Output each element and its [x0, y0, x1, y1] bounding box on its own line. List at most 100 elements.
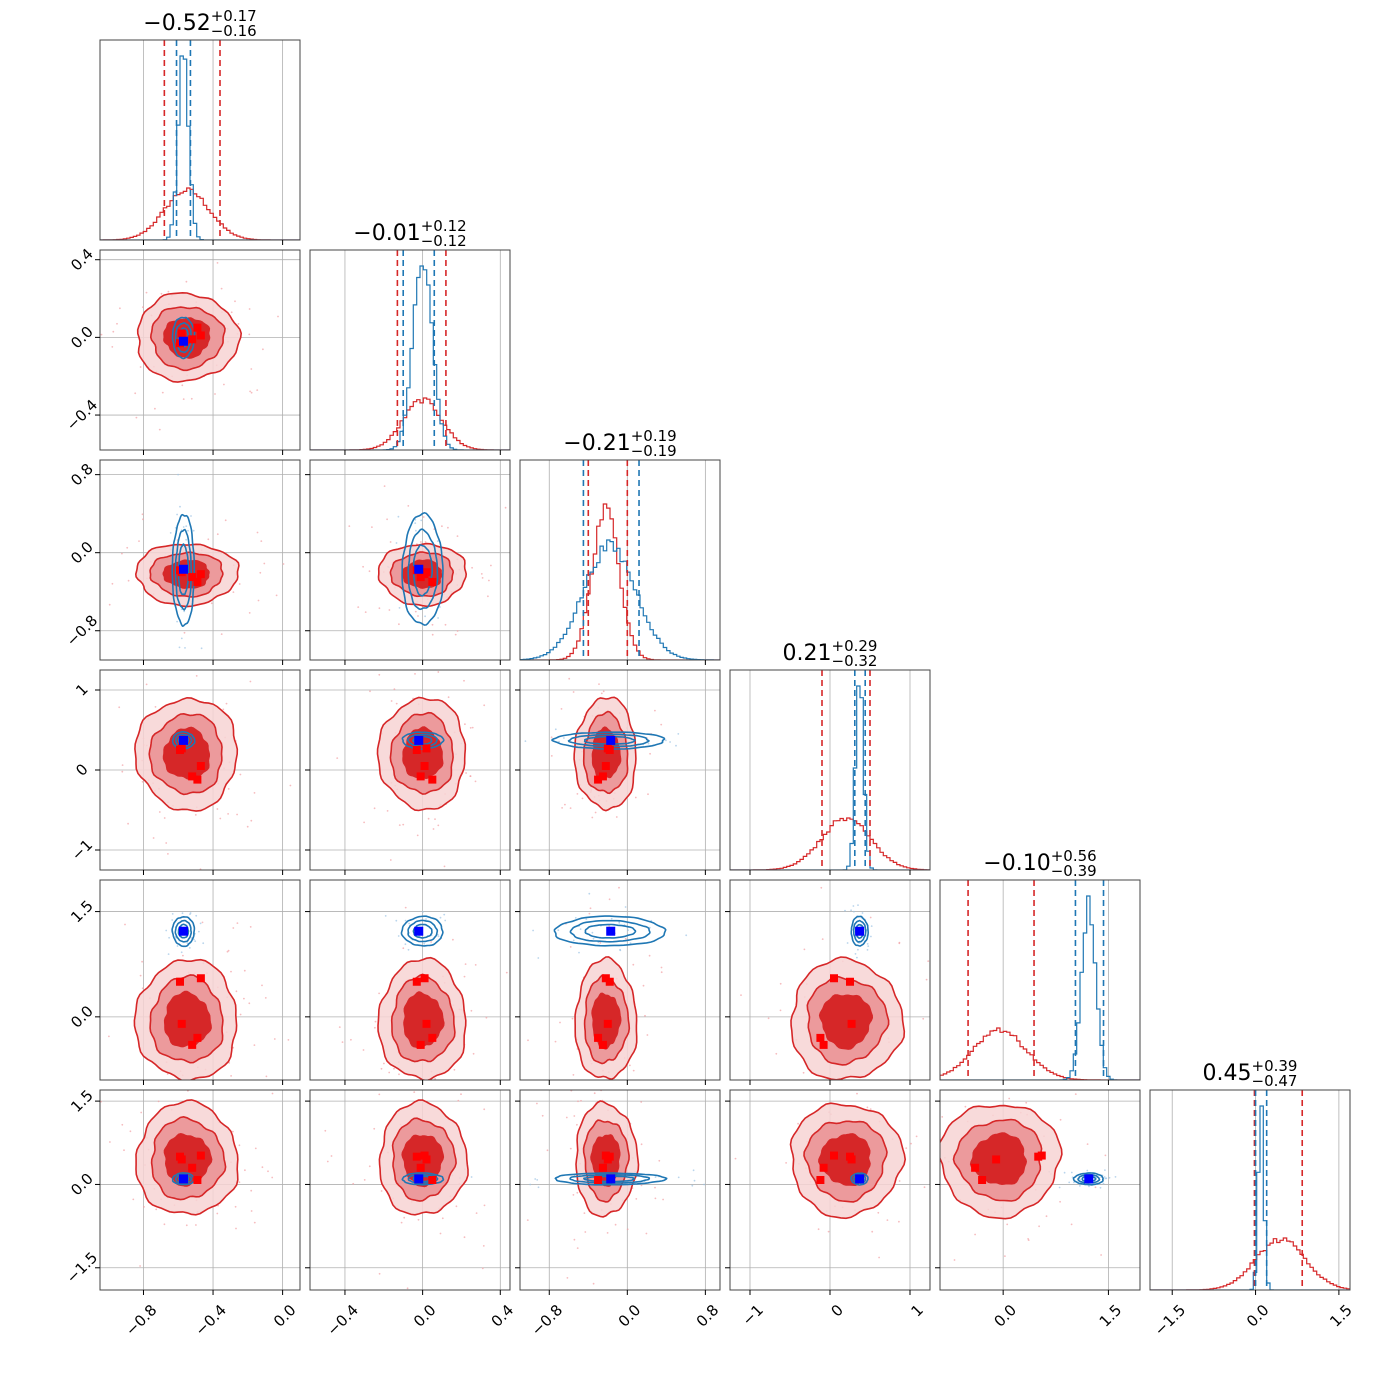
red-sample-dot: [163, 1223, 166, 1226]
red-sample-dot: [443, 865, 446, 868]
red-sample-dot: [469, 775, 472, 777]
red-sample-dot: [569, 1147, 572, 1150]
red-sample-dot: [160, 292, 163, 295]
red-sample-dot: [152, 837, 155, 839]
red-sample-dot: [161, 391, 164, 394]
red-marker: [847, 1019, 856, 1028]
blue-sample-dot: [198, 930, 200, 933]
red-sample-dot: [779, 1009, 782, 1012]
blue-sample-dot: [624, 906, 627, 908]
red-histogram: [520, 503, 720, 660]
truth-marker: [606, 735, 616, 745]
blue-contour-level-2: [407, 528, 439, 611]
red-marker: [846, 977, 854, 986]
red-sample-dot: [368, 1165, 371, 1168]
red-sample-dot: [214, 393, 216, 395]
y-tick-label: 1.5: [67, 1086, 97, 1116]
x-tick-label: 0.0: [270, 1301, 300, 1331]
blue-sample-dot: [870, 925, 873, 927]
red-sample-dot: [599, 942, 602, 944]
red-sample-dot: [1025, 1101, 1028, 1104]
red-sample-dot: [600, 619, 602, 621]
red-sample-dot: [485, 1016, 488, 1019]
red-marker: [598, 772, 607, 781]
blue-sample-dot: [1086, 1169, 1089, 1172]
red-sample-dot: [413, 1091, 416, 1093]
red-sample-dot: [273, 1038, 276, 1040]
blue-sample-dot: [184, 647, 186, 649]
histogram-panel-3: −0.21+0.19−0.19: [519, 427, 721, 665]
red-sample-dot: [236, 922, 239, 924]
red-marker: [819, 1163, 828, 1172]
blue-sample-dot: [591, 931, 594, 934]
red-sample-dot: [910, 1142, 912, 1145]
red-sample-dot: [673, 1081, 675, 1083]
blue-sample-dot: [424, 615, 426, 618]
red-marker: [603, 744, 612, 753]
red-sample-dot: [336, 757, 339, 759]
red-sample-dot: [953, 1259, 956, 1261]
red-sample-dot: [253, 1044, 256, 1046]
red-sample-dot: [779, 982, 782, 985]
blue-sample-dot: [177, 473, 180, 476]
red-sample-dot: [454, 633, 457, 636]
red-sample-dot: [249, 680, 252, 683]
red-sample-dot: [464, 723, 466, 726]
red-sample-dot: [250, 1189, 253, 1192]
red-sample-dot: [417, 1218, 420, 1221]
red-histogram: [100, 187, 300, 240]
truth-marker: [414, 564, 424, 574]
red-sample-dot: [660, 723, 663, 726]
red-marker: [598, 1163, 607, 1172]
blue-sample-dot: [703, 1183, 705, 1186]
blue-sample-dot: [524, 740, 527, 742]
red-sample-dot: [1008, 1097, 1011, 1100]
red-sample-dot: [560, 708, 563, 710]
blue-histogram: [100, 55, 300, 240]
red-sample-dot: [253, 1221, 256, 1224]
red-marker: [428, 775, 437, 784]
panel-frame: [519, 459, 721, 661]
x-tick-label: 1.5: [1326, 1301, 1356, 1331]
red-sample-dot: [111, 346, 114, 348]
blue-sample-dot: [691, 1184, 694, 1187]
panel-frame: [309, 459, 511, 661]
red-sample-dot: [915, 1135, 918, 1138]
red-sample-dot: [112, 330, 115, 333]
blue-contour-level-2: [174, 321, 193, 354]
panel-frame: [99, 1089, 301, 1291]
contour-panel-6-1: −0.8 −0.4 0.0−1.50.01.5: [63, 1086, 301, 1339]
red-marker: [422, 744, 431, 753]
red-marker: [188, 1040, 197, 1049]
red-marker: [594, 1033, 603, 1042]
red-sample-dot: [591, 816, 594, 819]
red-sample-dot: [389, 859, 392, 861]
blue-sample-dot: [585, 918, 588, 920]
red-sample-dot: [561, 807, 563, 809]
blue-sample-dot: [182, 526, 185, 528]
red-sample-dot: [139, 974, 142, 977]
red-sample-dot: [363, 1179, 366, 1181]
red-sample-dot: [851, 1088, 853, 1090]
red-sample-dot: [572, 691, 575, 693]
red-sample-dot: [820, 886, 823, 889]
red-sample-dot: [568, 677, 571, 680]
red-sample-dot: [453, 1068, 456, 1071]
red-sample-dot: [648, 954, 651, 957]
truth-marker: [414, 735, 424, 745]
blue-sample-dot: [397, 935, 400, 937]
red-sample-dot: [550, 736, 553, 739]
red-sample-dot: [572, 1074, 575, 1076]
contour-panel-5-2: [305, 879, 511, 1085]
red-sample-dot: [374, 1026, 376, 1029]
x-tick-label: 0.0: [615, 1301, 645, 1331]
red-sample-dot: [441, 525, 443, 528]
red-sample-dot: [457, 1099, 460, 1102]
truth-marker: [178, 926, 188, 936]
red-sample-dot: [608, 924, 611, 927]
red-sample-dot: [414, 673, 416, 675]
red-sample-dot: [1100, 1254, 1102, 1256]
blue-sample-dot: [665, 739, 667, 742]
red-sample-dot: [378, 673, 381, 676]
red-marker: [177, 329, 186, 338]
